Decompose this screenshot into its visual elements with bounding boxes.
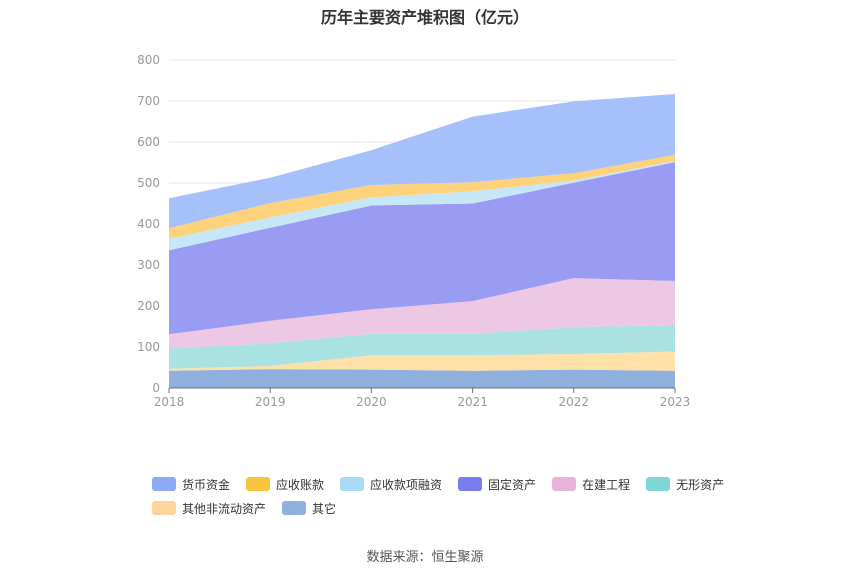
legend-label: 在建工程 (582, 477, 631, 492)
legend-label: 其它 (312, 501, 337, 516)
x-tick-label: 2019 (255, 395, 286, 409)
y-tick-label: 600 (137, 135, 160, 149)
legend-swatch (552, 477, 577, 491)
legend-swatch (152, 477, 176, 491)
x-tick-label: 2022 (559, 395, 590, 409)
legend-swatch (246, 477, 271, 491)
y-tick-label: 700 (137, 94, 160, 108)
x-tick-label: 2018 (154, 395, 185, 409)
x-tick-label: 2021 (457, 395, 488, 409)
legend-row-2: 其他非流动资产 其它 (152, 496, 712, 520)
legend-item-receivables[interactable]: 应收账款 (246, 476, 324, 493)
legend-label: 固定资产 (488, 477, 537, 492)
y-tick-label: 100 (137, 340, 160, 354)
area-series-layer (169, 94, 675, 388)
chart-title: 历年主要资产堆积图（亿元） (320, 8, 529, 27)
legend-item-intangible-assets[interactable]: 无形资产 (646, 476, 724, 493)
legend-label: 货币资金 (182, 477, 231, 492)
y-tick-label: 300 (137, 258, 160, 272)
x-tick-label: 2020 (356, 395, 387, 409)
legend-label: 应收账款 (276, 477, 325, 492)
area-series-5[interactable] (169, 160, 675, 251)
area-series-3[interactable] (169, 278, 675, 349)
legend-item-other[interactable]: 其它 (282, 500, 336, 517)
legend: 货币资金 应收账款 应收款项融资 固定资产 在建工程 无形资产 其他非流动资产 (152, 472, 724, 520)
legend-swatch (646, 477, 671, 491)
legend-item-fixed-assets[interactable]: 固定资产 (458, 476, 536, 493)
y-tick-label: 500 (137, 176, 160, 190)
legend-swatch (340, 477, 365, 491)
source-note: 数据来源：恒生聚源 (366, 550, 484, 565)
area-series-0[interactable] (169, 369, 675, 388)
axes: 0 100 200 300 400 500 600 700 800 2018 2019 2020 202… (137, 53, 690, 409)
area-series-1[interactable] (169, 351, 675, 371)
area-series-7[interactable] (169, 94, 675, 229)
legend-item-receivables-financing[interactable]: 应收款项融资 (340, 476, 442, 493)
y-tick-label: 400 (137, 217, 160, 231)
area-series-2[interactable] (169, 324, 675, 369)
y-tick-label: 0 (152, 381, 160, 395)
y-tick-label: 800 (137, 53, 160, 67)
legend-item-other-noncurrent-assets[interactable]: 其他非流动资产 (152, 500, 266, 517)
y-tick-label: 200 (137, 299, 160, 313)
legend-label: 无形资产 (676, 477, 725, 492)
legend-item-construction-in-progress[interactable]: 在建工程 (552, 476, 630, 493)
legend-swatch (458, 477, 483, 491)
legend-swatch (282, 501, 307, 515)
area-series-6[interactable] (169, 154, 675, 239)
legend-swatch (152, 501, 176, 515)
legend-label: 应收款项融资 (370, 477, 443, 492)
x-tick-label: 2023 (660, 395, 691, 409)
legend-row-1: 货币资金 应收账款 应收款项融资 固定资产 在建工程 无形资产 (152, 472, 724, 496)
legend-item-cash[interactable]: 货币资金 (152, 476, 230, 493)
area-series-4[interactable] (169, 162, 675, 335)
legend-label: 其他非流动资产 (182, 501, 267, 516)
